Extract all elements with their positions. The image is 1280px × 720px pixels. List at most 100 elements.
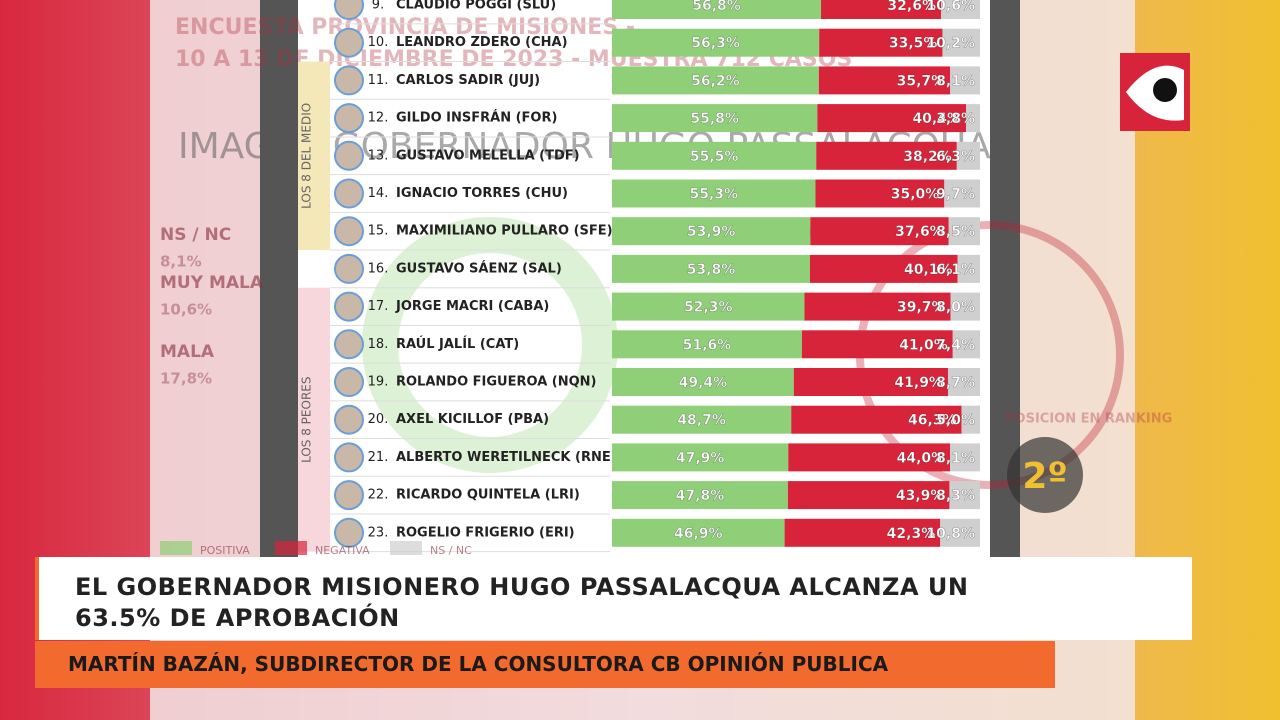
value-label: 8,1%	[936, 450, 975, 466]
value-label: 38,2%	[903, 149, 952, 165]
name: CLAUDIO POGGI (SLU)	[396, 0, 556, 13]
legend-label: NEGATIVA	[315, 544, 370, 557]
value-label: 49,4%	[679, 375, 728, 391]
value-label: 33,5%	[889, 36, 938, 52]
name: GUSTAVO SÁENZ (SAL)	[396, 260, 562, 276]
bg-label: MUY MALA	[160, 273, 264, 293]
logo-pupil	[1153, 78, 1177, 102]
avatar	[334, 140, 364, 171]
rank: 16.	[368, 261, 389, 276]
value-label: 10,6%	[926, 0, 975, 14]
legend-label: NS / NC	[430, 544, 472, 557]
avatar	[334, 65, 364, 96]
value-label: 8,1%	[936, 73, 975, 89]
name: AXEL KICILLOF (PBA)	[396, 412, 549, 427]
avatar	[334, 329, 364, 360]
bar-segment	[956, 141, 980, 170]
value-label: 47,8%	[676, 488, 725, 504]
legend-swatch	[275, 541, 307, 555]
bg-text: 2º	[1022, 456, 1067, 497]
bar-segment	[793, 368, 948, 396]
bar-segment	[940, 0, 980, 19]
avatar	[334, 367, 364, 397]
bar-segment	[957, 254, 980, 283]
name: MAXIMILIANO PULLARO (SFE)	[396, 224, 613, 239]
bar-segment	[952, 330, 980, 359]
bar-segment	[949, 481, 980, 510]
bar-segment	[612, 104, 818, 133]
headline-box	[35, 557, 1192, 640]
value-label: 10,2%	[926, 36, 975, 52]
value-label: 48,7%	[677, 413, 726, 429]
bar-segment	[612, 330, 802, 359]
value-label: 56,3%	[691, 36, 740, 52]
bar-segment	[612, 368, 794, 396]
avatar	[334, 404, 364, 435]
value-label: 56,2%	[691, 73, 740, 89]
rank: 20.	[368, 412, 389, 427]
bar-segment	[612, 518, 785, 547]
rank: 18.	[368, 337, 389, 352]
value-label: 5,0%	[936, 413, 975, 429]
value-label: 55,8%	[690, 111, 739, 127]
bar-segment	[944, 179, 980, 208]
bar-segment	[947, 368, 980, 396]
rank: 10.	[368, 35, 389, 50]
panel-edge	[260, 0, 300, 560]
bar-segment	[612, 66, 819, 95]
value-label: 32,6%	[887, 0, 936, 14]
avatar	[334, 253, 364, 284]
avatar	[334, 442, 364, 473]
bar-segment	[950, 443, 980, 472]
value-label: 44,0%	[897, 450, 946, 466]
rank: 17.	[368, 299, 389, 314]
bg-value: 8,1%	[160, 253, 202, 271]
rank: 13.	[368, 148, 389, 163]
bg-text: POSICION EN RANKING	[1005, 412, 1172, 427]
value-label: 41,0%	[899, 337, 948, 353]
bar-segment	[815, 179, 945, 208]
bar-segment	[791, 405, 962, 434]
bar-segment	[612, 179, 816, 208]
bar-segment	[804, 292, 951, 321]
value-label: 46,3%	[908, 413, 957, 429]
bar-segment	[821, 0, 941, 19]
value-label: 35,0%	[891, 187, 940, 203]
bg-value: 10,6%	[160, 301, 212, 319]
bg-label: MALA	[160, 342, 215, 362]
rank: 23.	[368, 525, 389, 540]
value-label: 35,7%	[897, 73, 946, 89]
name: ALBERTO WERETILNECK (RNE)	[396, 450, 617, 465]
name: CARLOS SADIR (JUJ)	[396, 73, 540, 88]
bg-text: ENCUESTA PROVINCIA DE MISIONES -	[175, 15, 635, 40]
avatar	[334, 216, 364, 247]
bar-segment	[818, 66, 951, 95]
value-label: 43,9%	[896, 488, 945, 504]
name: GILDO INSFRÁN (FOR)	[396, 110, 557, 126]
bar-segment	[612, 254, 810, 283]
value-label: 40,4%	[912, 111, 961, 127]
group-band	[298, 287, 330, 552]
rank: 22.	[368, 488, 389, 503]
value-label: 37,6%	[895, 224, 944, 240]
rank: 19.	[368, 375, 389, 390]
value-label: 53,9%	[687, 224, 736, 240]
avatar	[334, 291, 364, 322]
value-label: 56,8%	[692, 0, 741, 14]
name: ROLANDO FIGUEROA (NQN)	[396, 375, 596, 390]
bar-segment	[784, 518, 941, 547]
bar-segment	[788, 443, 951, 472]
value-label: 6,1%	[936, 262, 975, 278]
bar-segment	[942, 28, 980, 57]
avatar	[334, 27, 364, 58]
headline: EL GOBERNADOR MISIONERO HUGO PASSALACQUA…	[75, 573, 969, 632]
avatar	[334, 178, 364, 209]
subtitle-box	[35, 641, 1055, 688]
rank: 21.	[368, 450, 389, 465]
bar-segment	[801, 330, 953, 359]
bar-segment	[787, 481, 950, 510]
name: JORGE MACRI (CABA)	[395, 299, 549, 314]
bar-segment	[950, 66, 980, 95]
